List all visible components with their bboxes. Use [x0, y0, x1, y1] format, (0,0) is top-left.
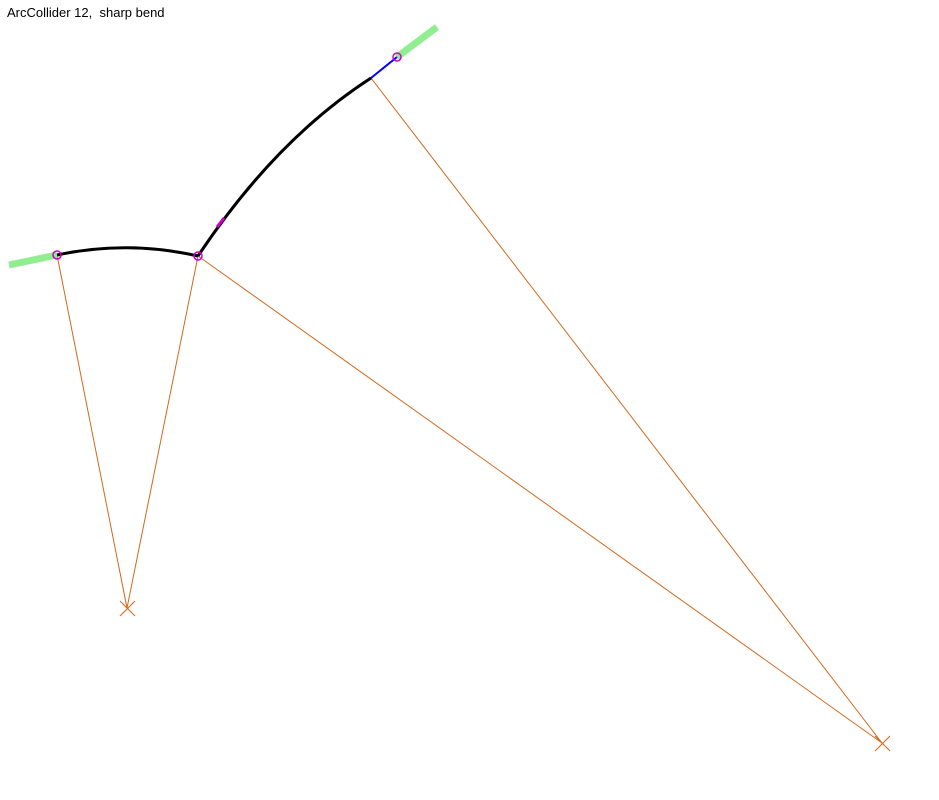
arc-midpoint-tick [215, 217, 226, 228]
arc-path-right [196, 76, 372, 257]
arc-center-marker-left [119, 600, 136, 617]
radius-line-left-arc-start [56, 254, 128, 609]
end-stub-left [8, 251, 58, 269]
radius-line-right-arc-end [370, 77, 883, 744]
radius-line-right-arc-start [197, 255, 883, 744]
arc-center-marker-right [874, 735, 891, 752]
construction-lines [56, 77, 883, 744]
node-marker-joint [193, 251, 203, 261]
tangent-segment [370, 56, 398, 79]
node-marker-right [392, 52, 402, 62]
arc-path-left [56, 246, 199, 258]
node-marker-left [52, 250, 62, 260]
diagram-caption: ArcCollider 12, sharp bend [7, 5, 165, 20]
radius-line-left-arc-end [126, 255, 199, 609]
end-stub-right [394, 24, 440, 60]
